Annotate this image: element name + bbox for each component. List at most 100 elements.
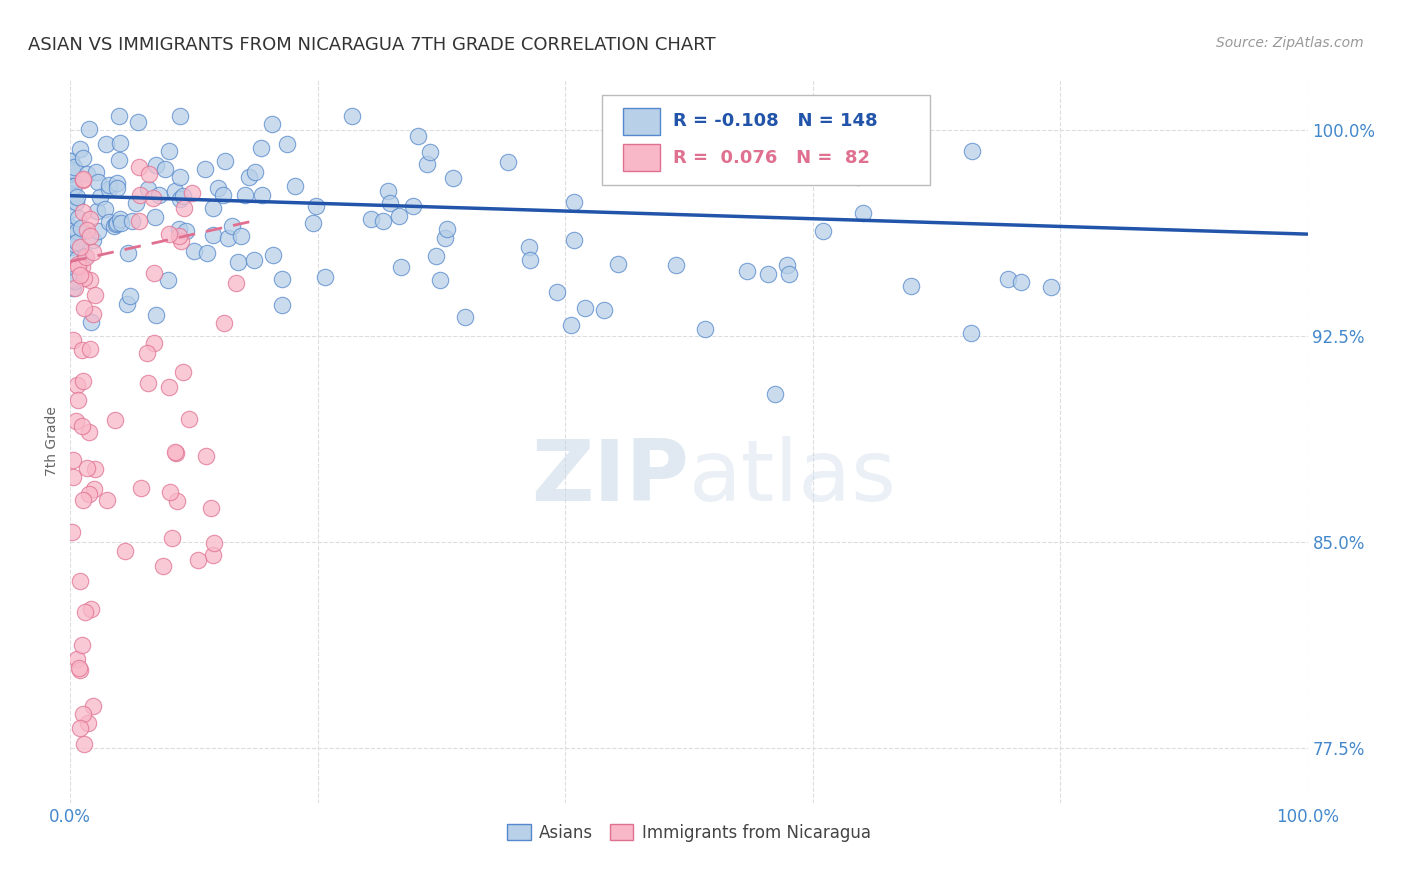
Point [105, 216, 128, 230]
Point [159, 484, 181, 499]
Point [117, 297, 139, 311]
Point [104, 413, 127, 427]
Point [70, 639, 93, 653]
Point [75, 250, 97, 264]
Point [72, 173, 94, 187]
Point [811, 224, 834, 238]
Point [136, 346, 159, 360]
Point [66, 189, 89, 203]
Point [128, 114, 150, 128]
Point [79, 229, 101, 244]
Point [118, 289, 141, 303]
Point [129, 481, 152, 495]
Point [79, 211, 101, 226]
Text: ASIAN VS IMMIGRANTS FROM NICARAGUA 7TH GRADE CORRELATION CHART: ASIAN VS IMMIGRANTS FROM NICARAGUA 7TH G… [28, 36, 716, 54]
Point [165, 446, 187, 460]
Point [960, 326, 983, 340]
Point [73, 606, 96, 620]
Point [201, 548, 224, 562]
Point [77, 487, 100, 501]
Point [436, 222, 458, 236]
Point [63, 236, 86, 251]
Point [776, 258, 799, 272]
Point [105, 176, 128, 190]
Point [82, 233, 104, 247]
Point [66, 393, 89, 408]
Point [693, 322, 716, 336]
Point [59, 194, 82, 208]
Point [212, 188, 235, 202]
Point [80, 315, 103, 329]
Point [97, 182, 120, 196]
Point [72, 419, 94, 434]
Point [63, 160, 86, 174]
Point [105, 181, 128, 195]
Point [562, 195, 585, 210]
Point [221, 219, 243, 233]
Bar [623, 144, 661, 171]
Point [143, 210, 166, 224]
Point [117, 246, 139, 260]
Point [846, 169, 869, 184]
Point [108, 211, 131, 226]
Point [172, 189, 194, 203]
Point [65, 274, 87, 288]
Point [94, 202, 117, 217]
Point [195, 450, 218, 464]
Point [128, 214, 150, 228]
Point [562, 233, 585, 247]
Point [98, 215, 121, 229]
Point [187, 552, 209, 566]
Point [76, 716, 98, 731]
Point [425, 249, 447, 263]
Point [84, 288, 107, 302]
Point [284, 179, 307, 194]
Point [83, 483, 105, 497]
Point [519, 253, 541, 268]
Point [83, 462, 105, 476]
Point [156, 273, 179, 287]
Point [59, 154, 82, 169]
Y-axis label: 7th Grade: 7th Grade [45, 407, 59, 476]
Point [262, 117, 284, 131]
Point [233, 188, 256, 202]
Point [305, 199, 328, 213]
Legend: Asians, Immigrants from Nicaragua: Asians, Immigrants from Nicaragua [501, 817, 877, 848]
Point [82, 307, 104, 321]
Point [60, 163, 83, 178]
Point [107, 109, 129, 123]
Point [664, 258, 686, 272]
Point [276, 136, 298, 151]
Point [157, 380, 180, 394]
Point [98, 178, 121, 193]
Point [415, 156, 437, 170]
Point [157, 227, 180, 241]
Point [136, 182, 159, 196]
Point [121, 214, 143, 228]
Point [201, 201, 224, 215]
Point [110, 216, 132, 230]
Point [183, 244, 205, 259]
FancyBboxPatch shape [602, 95, 931, 185]
Point [560, 318, 582, 332]
Point [62, 470, 84, 484]
Point [80, 601, 103, 615]
Point [169, 109, 191, 123]
Point [60, 154, 83, 169]
Point [69, 268, 91, 282]
Point [62, 453, 84, 467]
Point [763, 387, 786, 401]
Point [84, 165, 107, 179]
Point [157, 144, 180, 158]
Point [250, 188, 273, 202]
Point [60, 186, 83, 201]
Point [162, 531, 184, 545]
Point [59, 219, 82, 234]
Point [79, 343, 101, 357]
Point [173, 365, 195, 379]
Point [65, 414, 87, 428]
Point [59, 203, 82, 218]
Point [593, 302, 616, 317]
Point [778, 267, 800, 281]
Point [62, 272, 84, 286]
